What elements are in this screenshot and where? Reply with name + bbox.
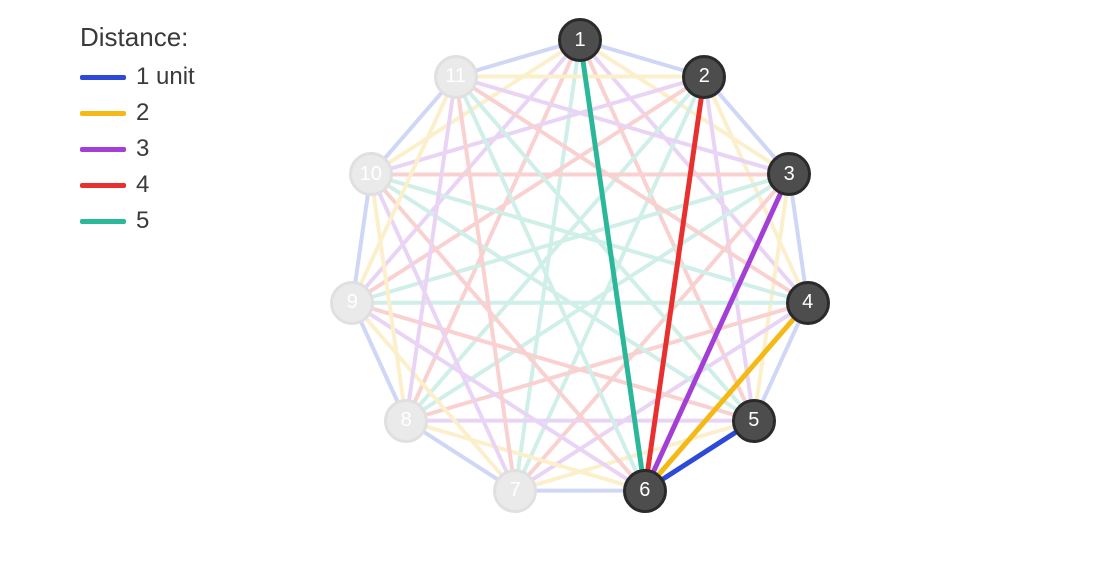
node-10: 10 <box>349 152 393 196</box>
legend-label: 5 <box>136 207 149 235</box>
legend-item: 5 <box>80 203 195 239</box>
legend-title: Distance: <box>80 22 195 53</box>
node-3: 3 <box>767 152 811 196</box>
legend-item: 2 <box>80 95 195 131</box>
legend-item: 3 <box>80 131 195 167</box>
node-9: 9 <box>330 281 374 325</box>
legend-label: 1 unit <box>136 63 195 91</box>
node-7: 7 <box>493 469 537 513</box>
legend-label: 3 <box>136 135 149 163</box>
legend-swatch <box>80 75 126 80</box>
legend-label: 2 <box>136 99 149 127</box>
node-11: 11 <box>434 55 478 99</box>
graph-edges <box>300 0 860 562</box>
node-5: 5 <box>732 399 776 443</box>
distance-legend: Distance: 1 unit 2 3 4 5 <box>80 22 195 239</box>
graph-diagram: 1 2 3 4 5 6 7 8 9 10 11 <box>300 0 860 562</box>
legend-swatch <box>80 111 126 116</box>
legend-swatch <box>80 147 126 152</box>
legend-item: 4 <box>80 167 195 203</box>
node-8: 8 <box>384 399 428 443</box>
legend-label: 4 <box>136 171 149 199</box>
legend-item: 1 unit <box>80 59 195 95</box>
node-6: 6 <box>623 469 667 513</box>
node-1: 1 <box>558 18 602 62</box>
legend-swatch <box>80 219 126 224</box>
node-2: 2 <box>682 55 726 99</box>
node-4: 4 <box>786 281 830 325</box>
legend-swatch <box>80 183 126 188</box>
